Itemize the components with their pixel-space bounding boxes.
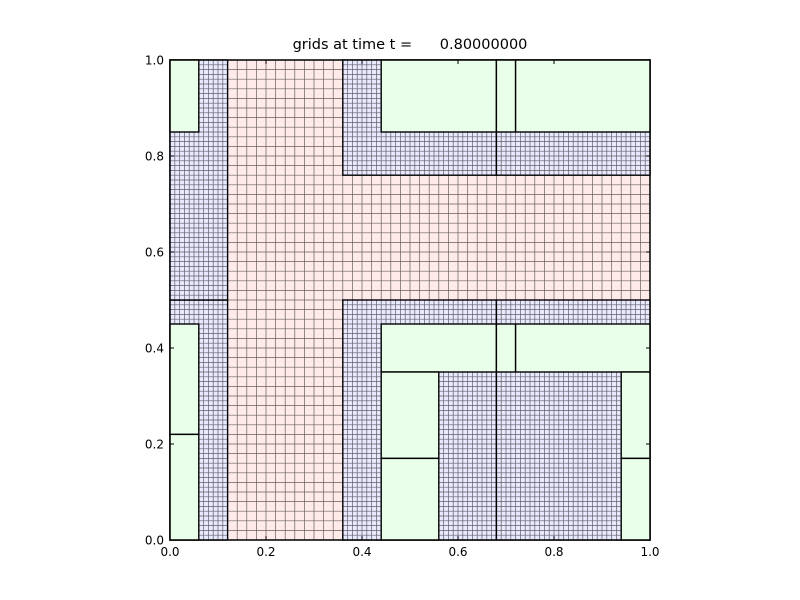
x-tick-label: 0.0 [160,545,179,559]
x-tick-label: 0.6 [448,545,467,559]
patch-fill [170,60,199,132]
y-tick-label: 0.4 [145,342,164,356]
x-tick-label: 0.8 [544,545,563,559]
grid-patch-level-3 [380,323,498,373]
grid-patch-level-3 [514,323,651,373]
patch-fill [170,434,199,540]
x-tick-label: 1.0 [640,545,659,559]
patch-fill [381,372,439,459]
grid-patch-level-3 [495,323,517,373]
y-tick-label: 1.0 [145,54,164,68]
grid-patch-level-3 [169,59,200,133]
ticks-layer: 0.0 0.2 0.4 0.6 0.8 1.0 0.0 0.2 0.4 0.6 0.8 1.0 [145,54,660,560]
grid-patch-level-3 [169,323,200,436]
grid-patch-level-3 [514,59,651,133]
patch-fill [381,60,497,132]
grid-patch-level-3 [495,59,517,133]
y-tick-label: 0.0 [145,534,164,548]
grid-patch-level-3 [380,59,498,133]
axes-frame [169,59,651,541]
y-tick-label: 0.6 [145,246,164,260]
patch-fill [621,372,650,459]
grid-patch-level-3 [169,433,200,541]
x-tick-label: 0.2 [256,545,275,559]
y-tick-label: 0.8 [145,150,164,164]
grid-patch-level-3 [620,457,651,541]
patch-fill [496,60,516,132]
patch-fill [381,458,439,540]
grid-patch-level-3 [380,457,440,541]
x-tick-label: 0.4 [352,545,371,559]
patches-layer [169,59,651,541]
y-tick-label: 0.2 [145,438,164,452]
grid-patch-level-3 [620,371,651,460]
grid-patch-level-3 [380,371,440,460]
patch-fill [515,60,650,132]
chart-title: grids at time t = 0.80000000 [293,37,528,53]
patch-fill [381,324,497,372]
patch-fill [515,324,650,372]
patch-fill [170,324,199,435]
patch-fill [496,324,516,372]
patch-fill [621,458,650,540]
